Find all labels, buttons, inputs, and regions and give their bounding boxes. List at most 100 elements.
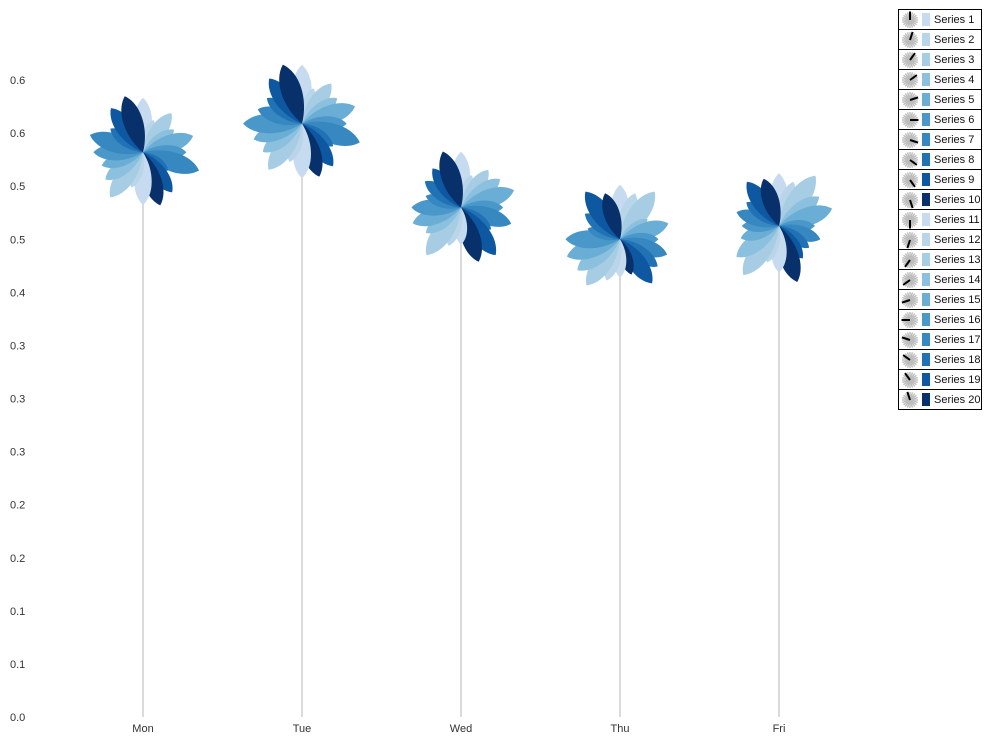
y-tick-label: 0.6 [10, 128, 25, 140]
legend-item: Series 6 [898, 109, 982, 130]
mini-flower-icon [902, 211, 918, 228]
petal [439, 151, 463, 208]
legend-item: Series 2 [898, 29, 982, 50]
legend-item: Series 1 [898, 9, 982, 30]
legend-swatch [922, 153, 930, 166]
legend-label: Series 10 [934, 193, 981, 206]
flower-wed [411, 151, 515, 262]
legend-item: Series 17 [898, 329, 982, 350]
legend-item: Series 14 [898, 269, 982, 290]
y-tick-label: 0.6 [10, 75, 25, 87]
mini-flower-icon [902, 91, 919, 108]
legend-swatch [922, 233, 930, 246]
legend-swatch [922, 213, 930, 226]
flower-tue [243, 64, 360, 179]
legend-label: Series 14 [934, 273, 981, 286]
legend: Series 1 Series 2 Series 3 Series 4 Series 5… [898, 9, 982, 410]
mini-flower-icon [902, 51, 918, 68]
y-tick-label: 0.3 [10, 340, 25, 352]
y-tick-label: 0.2 [10, 500, 25, 512]
legend-swatch [922, 33, 930, 46]
legend-item: Series 9 [898, 169, 982, 190]
mini-flower-icon [902, 391, 918, 408]
mini-flower-icon [902, 11, 918, 28]
legend-label: Series 3 [934, 53, 975, 66]
legend-item: Series 15 [898, 289, 982, 310]
legend-item: Series 13 [898, 249, 982, 270]
petal [279, 64, 305, 124]
mini-flower-icon [901, 291, 918, 308]
legend-item: Series 4 [898, 69, 982, 90]
legend-swatch [922, 293, 930, 306]
petal [143, 150, 200, 174]
petal [760, 178, 781, 226]
mini-flower-icon [901, 331, 918, 348]
mini-flower-icon [902, 351, 918, 368]
legend-swatch [922, 253, 930, 266]
mini-flower-icon [902, 371, 918, 388]
legend-item: Series 10 [898, 189, 982, 210]
y-tick-label: 0.1 [10, 606, 25, 618]
legend-item: Series 20 [898, 389, 982, 410]
petal [121, 96, 145, 153]
x-tick-label: Tue [293, 723, 312, 735]
legend-label: Series 6 [934, 113, 975, 126]
x-tick-label: Fri [773, 723, 786, 735]
y-tick-label: 0.4 [10, 287, 25, 299]
x-tick-label: Mon [132, 723, 153, 735]
x-axis: Mon Tue Wed Thu Fri [132, 723, 785, 735]
legend-swatch [922, 273, 930, 286]
legend-label: Series 15 [934, 293, 981, 306]
legend-item: Series 8 [898, 149, 982, 170]
legend-swatch [922, 173, 930, 186]
legend-swatch [922, 53, 930, 66]
legend-label: Series 5 [934, 93, 975, 106]
y-tick-label: 0.1 [10, 659, 25, 671]
legend-swatch [922, 193, 930, 206]
y-tick-label: 0.3 [10, 447, 25, 459]
legend-item: Series 12 [898, 229, 982, 250]
legend-label: Series 12 [934, 233, 981, 246]
mini-flower-icon [901, 311, 918, 328]
y-axis: 0.0 0.1 0.1 0.2 0.2 0.3 0.3 0.3 0.4 0.5 0.5 0.6 0.6 [10, 75, 25, 724]
legend-label: Series 20 [934, 393, 981, 406]
legend-label: Series 8 [934, 153, 975, 166]
mini-flower-icon [902, 171, 918, 188]
mini-flower-icon [902, 251, 918, 268]
legend-swatch [922, 333, 930, 346]
mini-flower-icon [902, 111, 919, 128]
legend-label: Series 19 [934, 373, 981, 386]
legend-item: Series 3 [898, 49, 982, 70]
legend-label: Series 9 [934, 173, 975, 186]
legend-label: Series 18 [934, 353, 981, 366]
legend-swatch [922, 133, 930, 146]
petal [602, 193, 622, 240]
mini-flower-icon [902, 271, 918, 288]
y-tick-label: 0.3 [10, 394, 25, 406]
legend-swatch [922, 373, 930, 386]
flower-thu [565, 184, 669, 286]
flower-mon [89, 96, 200, 206]
y-tick-label: 0.5 [10, 181, 25, 193]
flower-fri [736, 173, 833, 282]
mini-flower-icon [902, 231, 918, 248]
mini-flower-icon [902, 71, 918, 88]
y-tick-label: 0.0 [10, 712, 25, 724]
x-tick-label: Thu [611, 723, 630, 735]
legend-item: Series 11 [898, 209, 982, 230]
legend-swatch [922, 13, 930, 26]
mini-flower-icon [902, 131, 919, 148]
flower-stems [142, 123, 780, 717]
legend-swatch [922, 353, 930, 366]
legend-item: Series 16 [898, 309, 982, 330]
legend-item: Series 5 [898, 89, 982, 110]
flowers [89, 64, 833, 286]
legend-swatch [922, 313, 930, 326]
legend-label: Series 2 [934, 33, 975, 46]
mini-flower-icon [902, 31, 918, 48]
legend-label: Series 16 [934, 313, 981, 326]
mini-flower-icon [902, 151, 918, 168]
legend-swatch [922, 73, 930, 86]
legend-label: Series 11 [934, 213, 980, 226]
